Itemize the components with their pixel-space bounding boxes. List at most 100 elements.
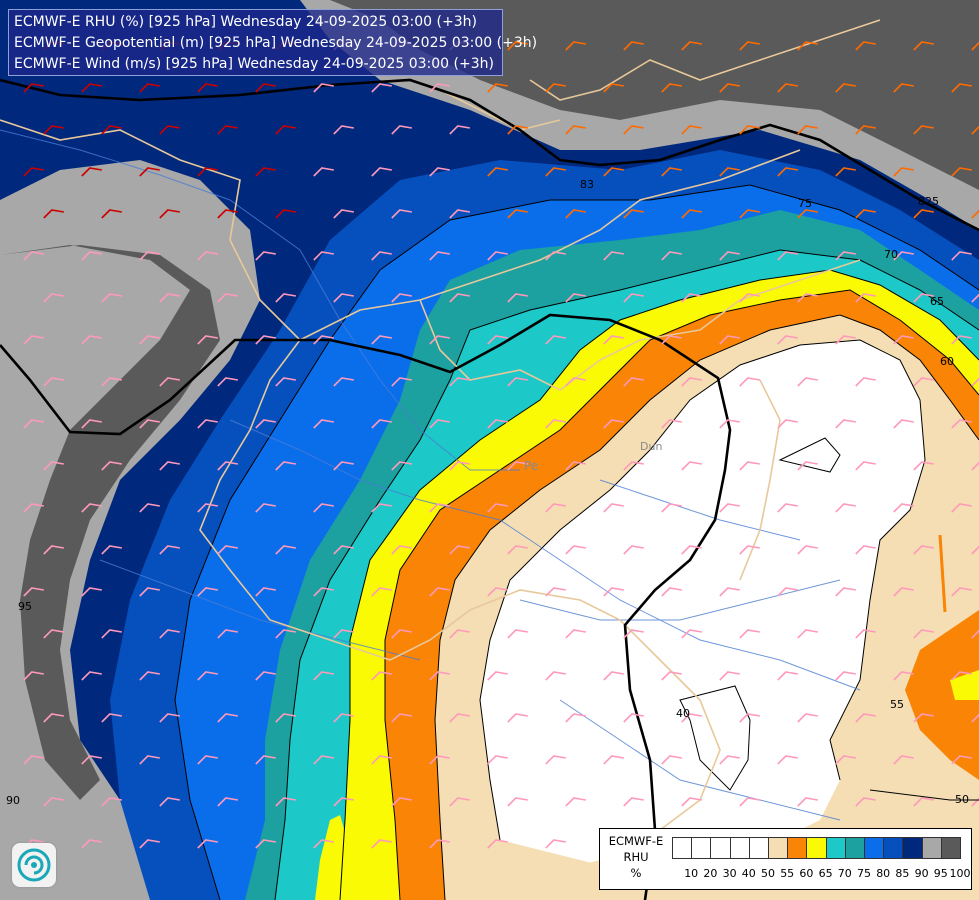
wind-barb: [623, 209, 644, 219]
wind-barb: [797, 713, 818, 723]
legend-swatch: [691, 837, 712, 859]
legend-tick: 85: [895, 867, 910, 880]
wind-barb: [565, 713, 586, 723]
wind-barb: [797, 41, 818, 51]
wind-barb: [971, 41, 979, 51]
ecmwf-logo-icon[interactable]: [12, 843, 56, 887]
wind-barb: [487, 335, 508, 345]
wind-barb: [333, 545, 354, 555]
legend-swatch: [710, 837, 731, 859]
wind-barb: [893, 503, 914, 513]
wind-barb: [487, 839, 508, 849]
wind-barb: [255, 83, 276, 93]
wind-barb: [159, 713, 180, 723]
wind-barb: [545, 335, 566, 345]
wind-barb: [893, 167, 914, 177]
wind-barb: [797, 293, 818, 303]
wind-barb: [313, 755, 334, 765]
wind-barb: [429, 251, 450, 261]
wind-barb: [487, 167, 508, 177]
wind-barb: [43, 713, 64, 723]
wind-barb: [797, 461, 818, 471]
wind-barb: [313, 83, 334, 93]
wind-barb: [429, 587, 450, 597]
wind-barb: [139, 503, 160, 513]
wind-barb: [507, 41, 528, 51]
wind-barb: [255, 251, 276, 261]
wind-barb: [43, 377, 64, 387]
wind-barb: [565, 545, 586, 555]
wind-barb: [197, 671, 218, 681]
wind-barb: [159, 293, 180, 303]
wind-barb: [545, 671, 566, 681]
wind-barb: [81, 251, 102, 261]
wind-barb: [913, 461, 934, 471]
wind-barb: [333, 125, 354, 135]
wind-barb: [449, 293, 470, 303]
wind-barb: [565, 293, 586, 303]
wind-barb: [739, 461, 760, 471]
wind-barb: [855, 629, 876, 639]
wind-barb: [835, 335, 856, 345]
band-95-sw: [0, 510, 30, 570]
wind-barb: [835, 83, 856, 93]
contour-line: [339, 269, 979, 900]
wind-barb: [565, 797, 586, 807]
wind-barb: [139, 83, 160, 93]
wind-barb: [545, 251, 566, 261]
legend-tick: 90: [914, 867, 929, 880]
wind-barb: [139, 755, 160, 765]
wind-barb: [893, 83, 914, 93]
wind-barb: [391, 797, 412, 807]
legend-swatch: [672, 837, 693, 859]
wind-barb: [81, 503, 102, 513]
wind-barb: [255, 335, 276, 345]
wind-barb: [603, 83, 624, 93]
wind-barb: [313, 671, 334, 681]
wind-barb: [719, 587, 740, 597]
wind-barb: [197, 419, 218, 429]
wind-barb: [449, 209, 470, 219]
band-60-right: [905, 610, 979, 780]
wind-barb: [719, 335, 740, 345]
wind-barb: [739, 293, 760, 303]
wind-barb: [101, 209, 122, 219]
wind-barb: [139, 671, 160, 681]
wind-barb: [101, 797, 122, 807]
legend: ECMWF-E RHU % 10 20 30 40 50 55 60 65 70 75 80 85 90…: [599, 828, 972, 890]
wind-barb: [449, 797, 470, 807]
wind-barb: [835, 671, 856, 681]
wind-barb: [139, 167, 160, 177]
wind-barb: [797, 209, 818, 219]
wind-barb: [487, 503, 508, 513]
wind-barb: [565, 629, 586, 639]
wind-barb: [661, 419, 682, 429]
legend-tick: 95: [933, 867, 948, 880]
wind-barb: [23, 755, 44, 765]
wind-barb: [739, 713, 760, 723]
wind-barb: [23, 671, 44, 681]
contour-line: [434, 314, 979, 900]
border: [699, 259, 861, 331]
legend-label-line: RHU: [623, 850, 649, 864]
wind-barb: [391, 377, 412, 387]
wind-barb: [333, 629, 354, 639]
wind-barb: [139, 335, 160, 345]
wind-barb: [603, 755, 624, 765]
wind-barb: [623, 377, 644, 387]
wind-barb: [391, 545, 412, 555]
wind-barb: [371, 419, 392, 429]
river: [519, 579, 841, 621]
contour-label: 55: [890, 698, 904, 711]
wind-barb: [255, 587, 276, 597]
wind-barb: [255, 419, 276, 429]
wind-barb: [971, 545, 979, 555]
wind-barb: [101, 125, 122, 135]
contour-label: 70: [884, 248, 898, 261]
wind-barb: [971, 377, 979, 387]
legend-tick: 70: [837, 867, 852, 880]
wind-barb: [101, 545, 122, 555]
wind-barb: [429, 83, 450, 93]
wind-barb: [913, 293, 934, 303]
